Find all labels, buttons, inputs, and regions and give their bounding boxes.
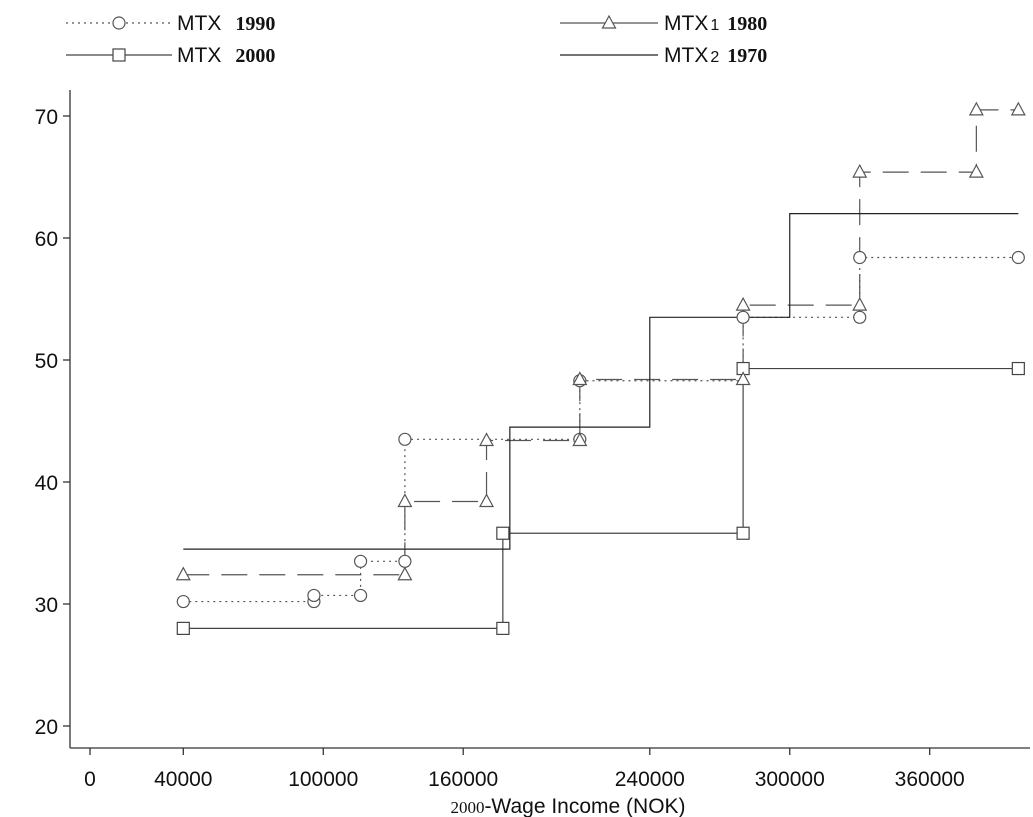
mtx-1980-point [968,101,984,116]
mtx-2000-point [496,621,510,636]
mtx-1990-line [183,256,1019,603]
mtx-1980-point [479,493,495,508]
legend-year: 1970 [727,45,767,67]
mtx-1980-point [968,163,984,178]
mtx-1990-point [853,310,867,324]
legend-entry-mtx-1970: MTX 2 1970 [560,44,767,67]
mtx-2000-point [736,526,750,540]
x-axis-title: 2000-Wage Income (NOK) [450,795,685,817]
legend-swatch-marker [601,14,617,29]
legend-entry-mtx-2000: MTX 2000 [66,44,275,67]
x-tick-label: 0 [84,768,96,791]
mtx-1990-point [307,588,321,603]
mtx-1980-point [735,296,751,311]
mtx-1990-point [353,554,368,568]
mtx-2000-point [176,621,190,636]
x-tick-label: 160000 [428,768,498,791]
legend-prefix: MTX [177,44,221,67]
y-tick-label: 40 [35,472,58,495]
legend-prefix: MTX [664,12,708,35]
mtx-1990-point [176,594,190,609]
mtx-1980-point [852,296,868,311]
x-tick-label: 360000 [895,768,965,791]
series-markers [175,101,1026,636]
legend-subscript: 1 [710,17,719,34]
x-tick-label: 240000 [615,768,685,791]
mtx-1980-point [852,163,868,178]
mtx-1980-point [572,432,588,447]
y-tick-label: 70 [35,106,58,129]
x-tick-label: 300000 [755,768,825,791]
x-axis-title-prefix: 2000 [450,798,484,817]
legend-label: MTX 2 1970 [664,44,767,67]
x-axis-title-main: -Wage Income (NOK) [484,795,685,817]
mtx-1980-point [397,493,413,508]
legend-subscript: 2 [710,49,719,66]
legend-year: 1980 [727,13,767,35]
legend-prefix: MTX [177,12,221,35]
legend-year: 2000 [235,45,275,67]
y-tick-label: 20 [35,716,58,739]
mtx-1990-point [853,250,867,265]
mtx-1970-line [183,213,1019,550]
legend-entry-mtx-1980: MTX 1 1980 [560,12,767,35]
mtx-1990-point [353,588,368,603]
mtx-2000-point [1011,361,1025,376]
mtx-1990-point [1011,250,1025,265]
legend-label: MTX 1 1980 [664,12,767,35]
mtx-1980-point [572,371,588,386]
mtx-1980-point [397,566,413,581]
y-tick-label: 50 [35,350,58,373]
mtx-1980-point [175,566,191,581]
mtx-1990-point [736,310,750,324]
mtx-1980-point [1010,101,1026,116]
mtx-1990-point [398,554,412,568]
mtx-1980-point [479,432,495,447]
mtx-1980-line [183,109,1019,576]
legend-entry-mtx-1990: MTX 1990 [66,12,275,35]
mtx-2000-point [496,526,510,540]
legend-year: 1990 [235,13,275,35]
y-tick-label: 60 [35,228,58,251]
legend-swatch-marker [112,48,126,62]
x-tick-label: 40000 [154,768,212,791]
y-tick-label: 30 [35,594,58,617]
axes: 20 30 40 50 60 70 0 40000 100000 160000 240000 3000… [35,90,1030,791]
legend-label: MTX 2000 [177,44,275,67]
mtx-1990-point [398,432,412,446]
series-lines [183,109,1019,629]
x-tick-label: 100000 [288,768,358,791]
mtx-1980-point [735,371,751,386]
legend-label: MTX 1990 [177,12,275,35]
mtx-2000-line [183,367,1019,629]
legend-swatch-marker [112,16,126,30]
legend-prefix: MTX [664,44,708,67]
